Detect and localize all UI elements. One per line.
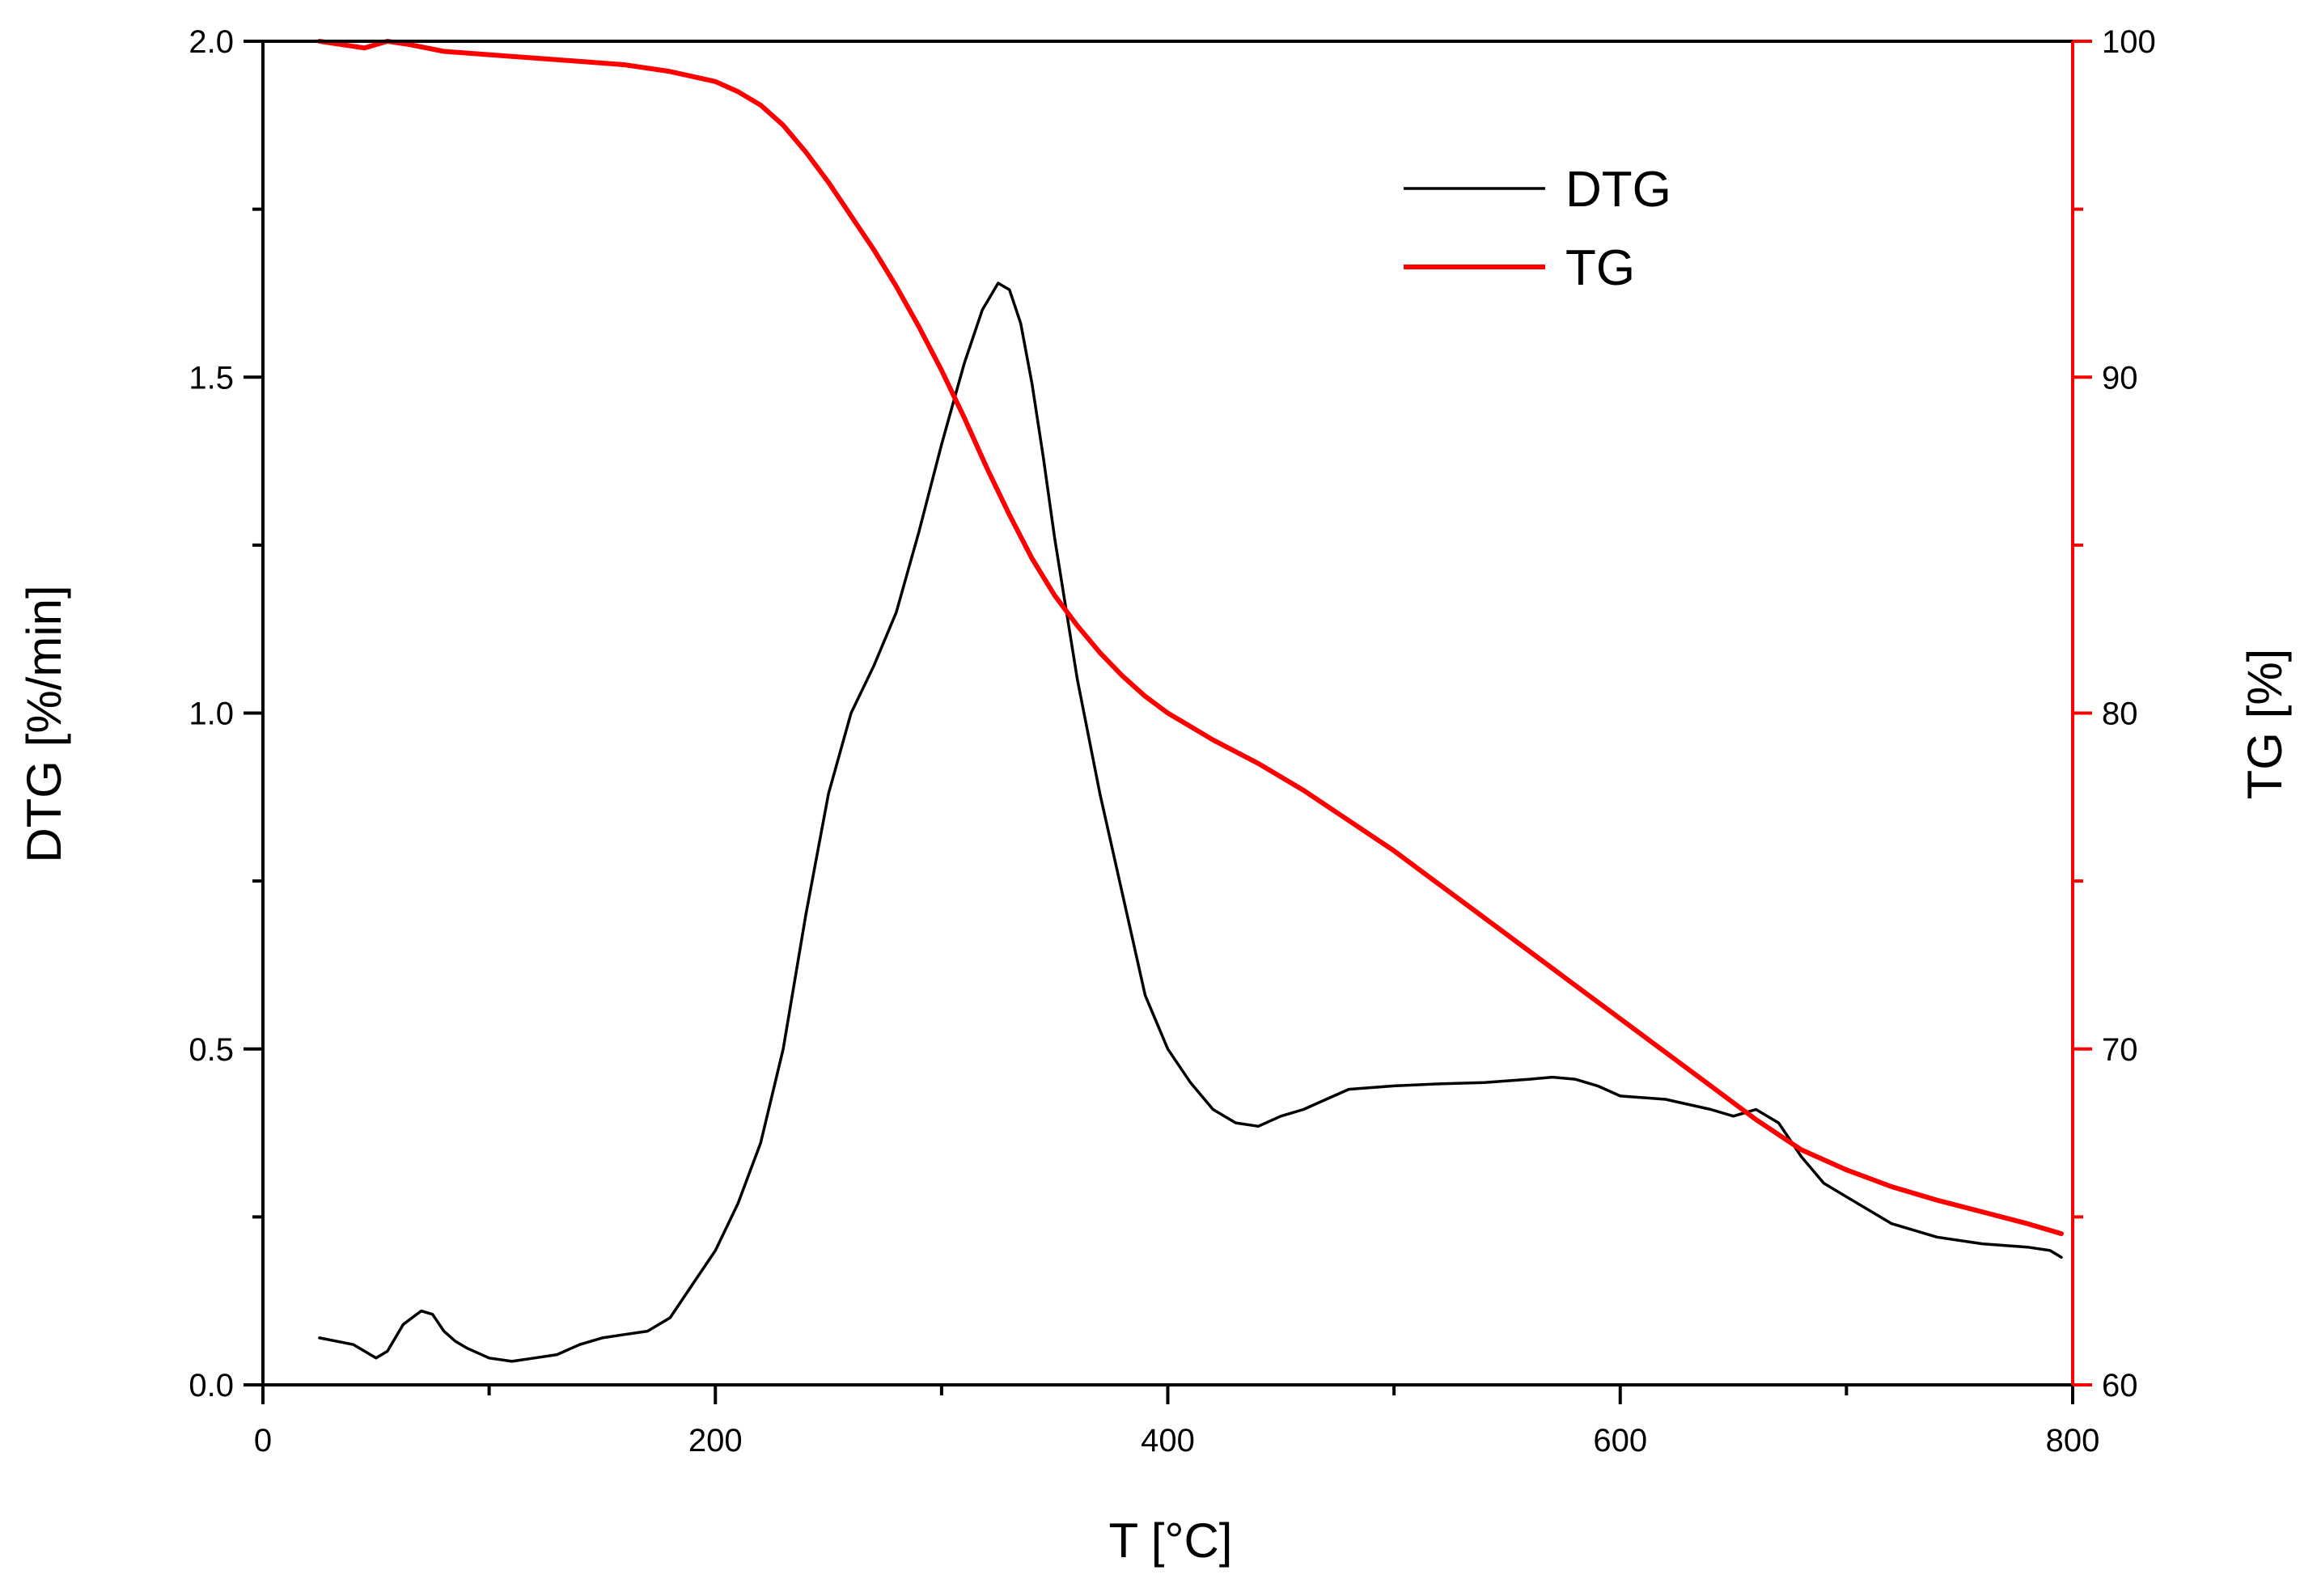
x-axis-title: T [°C] xyxy=(1109,1513,1233,1568)
x-tick-label: 200 xyxy=(688,1423,743,1458)
y-axis-right-title: TG [%] xyxy=(2238,649,2292,800)
y-right-tick-label: 60 xyxy=(2102,1368,2138,1403)
y-left-tick-label: 2.0 xyxy=(188,24,234,60)
x-tick-label: 600 xyxy=(1593,1423,1647,1458)
y-right-tick-label: 70 xyxy=(2102,1032,2138,1068)
y-left-tick-label: 1.0 xyxy=(188,696,234,732)
series-line-dtg xyxy=(318,282,2063,1363)
legend-label-tg: TG xyxy=(1565,240,1635,296)
legend-label-dtg: DTG xyxy=(1565,162,1671,218)
x-tick-label: 800 xyxy=(2046,1423,2100,1458)
y-left-tick-label: 0.0 xyxy=(188,1368,234,1403)
y-right-tick-label: 100 xyxy=(2102,24,2156,60)
y-right-tick-label: 90 xyxy=(2102,360,2138,396)
ticks: 0 200 400 600 800 0.0 0.5 1.0 1.5 2.0 60 70 80 90 100 xyxy=(188,24,2155,1458)
x-tick-label: 0 xyxy=(254,1423,272,1458)
y-left-tick-label: 1.5 xyxy=(188,360,234,396)
curves xyxy=(316,39,2064,1363)
y-axis-left-title: DTG [%/min] xyxy=(17,585,71,862)
series-line-tg xyxy=(316,39,2064,1237)
x-tick-label: 400 xyxy=(1141,1423,1195,1458)
y-left-tick-label: 0.5 xyxy=(188,1032,234,1068)
y-right-tick-label: 80 xyxy=(2102,696,2138,732)
legend: DTG TG xyxy=(1404,162,1671,296)
